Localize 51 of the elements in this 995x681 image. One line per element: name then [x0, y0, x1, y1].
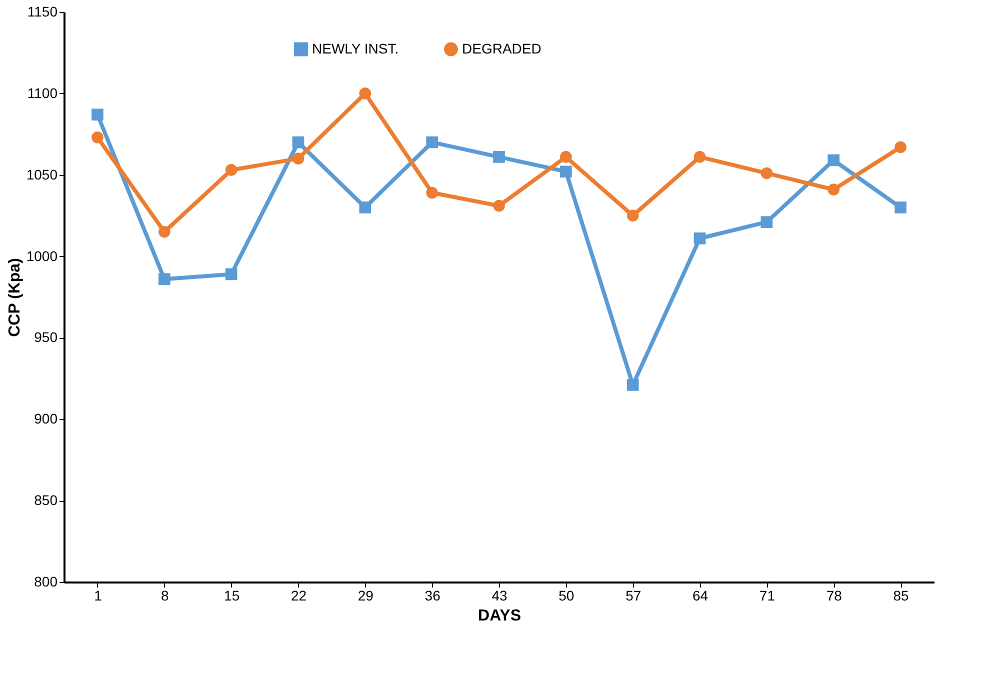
y-tick-label: 950 [34, 329, 58, 346]
x-tick-label: 29 [358, 588, 374, 604]
point [92, 131, 104, 144]
point [493, 200, 505, 212]
y-tick-label: 800 [34, 574, 58, 590]
point [225, 164, 238, 176]
point [359, 88, 372, 100]
point [894, 202, 906, 214]
point [760, 216, 773, 228]
x-tick-label: 57 [626, 588, 642, 604]
x-tick-label: 64 [692, 588, 708, 604]
point [493, 151, 505, 163]
point [292, 136, 304, 148]
point [760, 167, 773, 180]
point [92, 108, 104, 121]
x-tick-label: 43 [492, 588, 508, 604]
x-tick-label: 78 [826, 588, 842, 604]
point [626, 210, 639, 222]
point [828, 154, 840, 166]
point [694, 232, 706, 244]
point [225, 268, 238, 280]
x-tick-label: 22 [290, 588, 307, 604]
x-tick-label: 50 [558, 588, 574, 604]
y-axis-title: CCP (Kpa) [6, 258, 24, 337]
point [694, 151, 706, 163]
point [626, 379, 639, 391]
point [426, 136, 438, 148]
legend-label: NEWLY INST. [312, 40, 399, 56]
x-axis-title: DAYS [478, 608, 522, 624]
y-tick-label: 1150 [27, 4, 58, 20]
x-tick-label: 1 [94, 588, 102, 604]
y-tick-label: 850 [34, 492, 58, 508]
legend-label: DEGRADED [462, 40, 542, 56]
x-tick-label: 71 [759, 588, 776, 604]
y-tick-label: 1100 [27, 84, 58, 101]
point [894, 141, 906, 154]
y-tick-label: 1050 [26, 166, 58, 182]
x-tick-label: 15 [224, 588, 240, 604]
y-tick-label: 1000 [26, 248, 58, 264]
point [426, 186, 438, 199]
x-tick-label: 85 [893, 588, 910, 604]
point [292, 152, 304, 164]
point [828, 184, 840, 196]
x-tick-label: 8 [160, 588, 169, 604]
point [158, 226, 170, 238]
point [158, 273, 170, 285]
point [359, 202, 372, 214]
x-tick-label: 36 [424, 588, 441, 604]
point [560, 151, 572, 163]
point [560, 166, 572, 178]
y-tick-label: 900 [34, 410, 58, 427]
